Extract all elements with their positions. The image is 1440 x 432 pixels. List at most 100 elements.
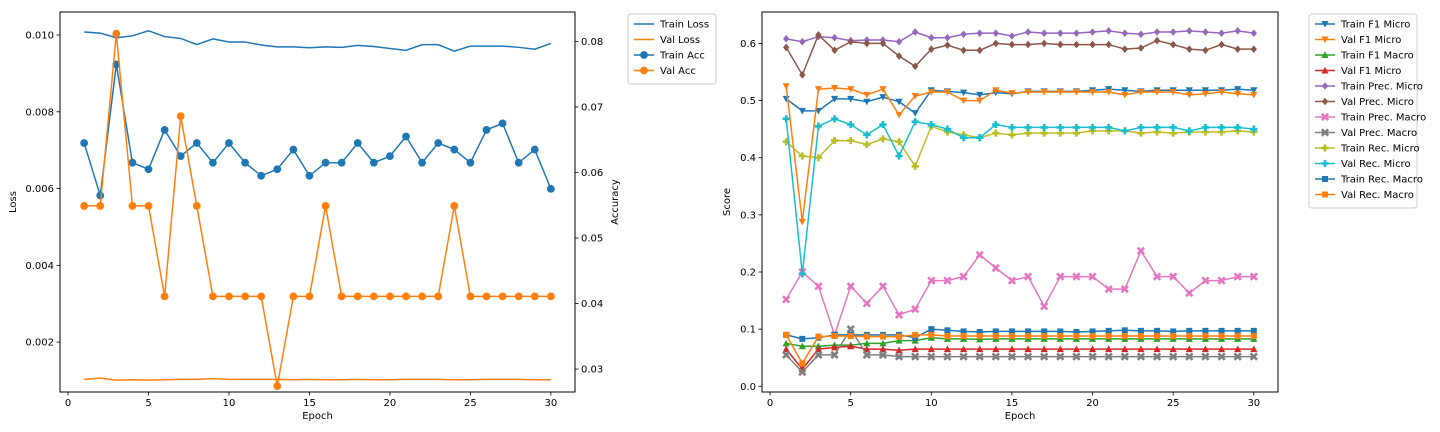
point-train-f1-micro [830,95,839,103]
point-train-f1-micro [1201,87,1210,94]
legend-item-train-f1-macro: Train F1 Macro [1315,51,1414,62]
point-val-f1-micro [830,343,839,351]
point-val-f1-micro [1056,89,1064,96]
point-val-prec-macro [1217,352,1226,361]
point-val-f1-micro [1169,345,1177,353]
point-train-rec-macro [1057,328,1064,335]
point-val-acc [402,292,410,301]
point-val-acc [530,292,539,301]
line-train-acc [83,64,552,196]
y-right-tick-label: 0.04 [581,299,603,310]
point-val-f1-micro [879,345,887,353]
legend-marker [640,66,648,75]
point-val-f1-micro [1121,91,1129,99]
point-val-acc [337,292,346,301]
x-tick-label: 0 [65,398,71,409]
point-train-rec-micro [992,129,1000,137]
point-val-f1-micro [992,345,1000,353]
score-legend: Train F1 Micro Val F1 Micro Train F1 Macro… [1308,13,1426,209]
point-train-rec-micro [879,135,887,143]
legend-item-train-prec-micro: Train Prec. Micro [1315,82,1423,93]
point-val-f1-micro [911,345,919,353]
legend-label: Train Rec. Macro [1340,175,1423,186]
legend-marker [1321,36,1329,44]
point-val-f1-micro [976,97,984,105]
point-val-f1-micro [1137,89,1145,96]
point-val-acc [128,202,137,210]
point-val-acc [498,292,507,301]
point-val-rec-macro [1008,333,1015,339]
point-val-prec-micro [815,31,822,39]
point-val-f1-micro [1040,89,1048,96]
point-train-acc [337,158,346,167]
point-train-rec-macro [944,327,951,334]
y-tick-label: 0.1 [740,325,756,336]
x-tick-label: 25 [464,398,477,409]
point-val-prec-macro [1072,352,1081,361]
y-axis-label: Score [722,188,733,216]
legend-label: Train Prec. Macro [1340,113,1426,124]
point-train-f1-micro [1250,87,1258,94]
point-val-prec-macro [911,352,920,361]
point-val-rec-macro [912,331,919,338]
point-val-prec-micro [960,46,967,55]
point-train-prec-macro [862,299,871,308]
point-val-f1-micro [1185,91,1193,99]
point-val-prec-micro [1057,40,1064,49]
point-train-prec-macro [1201,276,1210,285]
point-train-prec-micro [1057,29,1064,37]
point-val-rec-macro [1137,333,1144,339]
point-val-rec-micro [1024,123,1032,132]
point-train-acc [498,119,507,128]
point-val-acc [96,202,105,210]
legend-label: Val Prec. Macro [1341,128,1417,139]
point-train-rec-macro [960,328,967,335]
point-train-rec-micro [830,136,839,145]
point-train-prec-micro [1234,27,1241,35]
point-train-prec-micro [782,35,790,43]
point-val-prec-micro [976,46,983,55]
legend-marker [1321,66,1329,74]
point-val-acc [112,29,121,38]
point-train-prec-macro [846,282,855,291]
point-val-rec-micro [943,125,952,133]
point-val-f1-micro [1088,345,1097,353]
point-train-prec-macro [1023,272,1033,281]
point-val-rec-micro [1056,123,1064,132]
point-train-prec-macro [1233,272,1242,281]
point-val-rec-micro [1153,123,1161,132]
x-tick-label: 20 [384,398,397,409]
point-val-acc [144,202,153,210]
point-val-prec-macro [878,350,888,359]
point-train-acc [418,158,427,167]
point-train-prec-macro [894,310,904,319]
point-train-prec-micro [831,33,838,42]
point-val-f1-micro [943,89,952,96]
point-train-acc [466,158,475,167]
point-val-acc [305,292,314,301]
point-val-prec-micro [1153,36,1161,45]
point-train-f1-micro [1185,87,1193,94]
legend-item-train-loss: Train Loss [634,20,709,31]
point-val-f1-micro [911,93,919,100]
point-train-prec-macro [1104,285,1113,294]
point-val-prec-macro [1007,352,1017,361]
point-train-rec-macro [1202,327,1209,334]
point-train-acc [192,139,201,147]
point-val-prec-micro [1137,44,1145,52]
point-val-rec-macro [1105,333,1112,339]
point-val-rec-macro [976,333,983,339]
point-val-f1-micro [798,218,806,226]
legend-box [1308,13,1418,209]
point-val-prec-micro [863,39,871,48]
point-val-acc [369,292,378,301]
legend-item-train-rec-micro: Train Rec. Micro [1315,144,1420,155]
point-val-rec-macro [863,333,870,340]
point-val-rec-macro [879,333,886,340]
point-val-rec-macro [1250,333,1257,339]
point-train-acc [208,158,217,167]
point-val-prec-macro [830,350,839,359]
point-val-rec-macro [928,331,935,338]
point-val-prec-micro [799,71,806,79]
point-train-prec-macro [943,276,952,285]
